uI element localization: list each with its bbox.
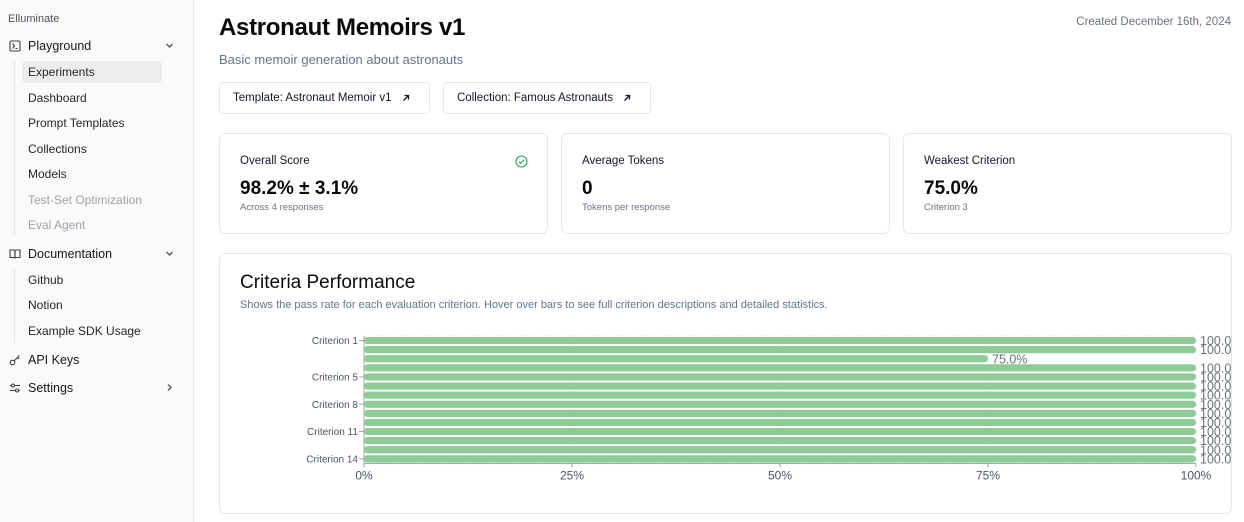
sidebar-item-example-sdk-usage[interactable]: Example SDK Usage xyxy=(28,324,141,338)
sidebar-item-api-keys[interactable]: API Keys xyxy=(8,349,184,371)
nav-group-label: Documentation xyxy=(28,247,113,261)
page-subtitle: Basic memoir generation about astronauts xyxy=(219,52,464,67)
collection-link-label: Collection: Famous Astronauts xyxy=(457,92,613,104)
sidebar: Elluminate Playground Experiments Dashbo… xyxy=(0,0,194,522)
card-label: Weakest Criterion xyxy=(924,155,1016,167)
chart-x-tick-label: 25% xyxy=(560,468,584,482)
chart-bar xyxy=(364,400,1196,408)
card-label: Overall Score xyxy=(240,155,310,167)
nav-group-label: API Keys xyxy=(28,353,80,367)
chart-data-label: 100.0% xyxy=(1200,398,1231,412)
sliders-icon xyxy=(9,382,21,394)
chart-bar xyxy=(364,355,988,363)
chart-bar xyxy=(364,364,1196,372)
sidebar-item-test-set-optimization: Test-Set Optimization xyxy=(28,193,143,207)
sidebar-item-experiments[interactable]: Experiments xyxy=(22,61,162,83)
sidebar-item-notion[interactable]: Notion xyxy=(28,298,63,312)
criteria-chart: Criterion 1 Criterion 5 Criterion 8 Criteri… xyxy=(306,334,1231,482)
weakest-criterion-card: Weakest Criterion 75.0% Criterion 3 xyxy=(903,133,1232,234)
chart-data-label: 100.0% xyxy=(1200,380,1231,394)
template-link-label: Template: Astronaut Memoir v1 xyxy=(233,92,392,104)
nav-subline xyxy=(14,60,15,236)
nav-subline xyxy=(14,268,15,343)
chart-data-label: 100.0% xyxy=(1200,452,1231,466)
chart-bar xyxy=(364,455,1196,463)
nav-group-documentation[interactable]: Documentation xyxy=(8,243,184,265)
card-subtext: Across 4 responses xyxy=(240,202,324,213)
external-link-icon xyxy=(622,93,632,103)
card-value: 0 xyxy=(582,178,593,199)
chart-x-tick-label: 0% xyxy=(355,468,373,482)
chart-x-tick-label: 75% xyxy=(976,468,1000,482)
check-circle-icon xyxy=(515,155,528,168)
collection-link-button[interactable]: Collection: Famous Astronauts xyxy=(443,82,651,114)
card-value: 98.2% ± 3.1% xyxy=(240,178,359,199)
sidebar-item-github[interactable]: Github xyxy=(28,273,64,287)
criteria-performance-panel: Criteria Performance Shows the pass rate… xyxy=(219,253,1232,514)
card-value: 75.0% xyxy=(924,178,978,199)
card-subtext: Criterion 3 xyxy=(924,202,968,213)
chart-bar xyxy=(364,346,1196,354)
panel-title: Criteria Performance xyxy=(240,272,416,293)
key-icon xyxy=(9,354,21,366)
sidebar-item-eval-agent: Eval Agent xyxy=(28,218,86,232)
chart-bar xyxy=(364,409,1196,417)
chart-bar xyxy=(364,427,1196,436)
chart-y-tick-label: Criterion 8 xyxy=(312,400,359,411)
app-name: Elluminate xyxy=(8,13,60,25)
chart-data-label: 100.0% xyxy=(1200,361,1231,375)
chart-data-label: 100.0% xyxy=(1200,389,1231,403)
chart-data-label: 100.0% xyxy=(1200,334,1231,348)
chart-y-tick-label: Criterion 14 xyxy=(306,454,358,465)
sidebar-item-dashboard[interactable]: Dashboard xyxy=(28,91,87,105)
template-link-button[interactable]: Template: Astronaut Memoir v1 xyxy=(219,82,430,114)
chart-bar xyxy=(364,418,1196,427)
panel-description: Shows the pass rate for each evaluation … xyxy=(240,299,828,311)
nav-group-settings[interactable]: Settings xyxy=(8,377,184,399)
sidebar-item-prompt-templates[interactable]: Prompt Templates xyxy=(28,116,125,130)
sidebar-item-models[interactable]: Models xyxy=(28,167,67,181)
nav-group-label: Playground xyxy=(28,39,92,53)
overall-score-card: Overall Score 98.2% ± 3.1% Across 4 resp… xyxy=(219,133,548,234)
chart-bar xyxy=(364,373,1196,381)
chart-data-label: 100.0% xyxy=(1200,443,1231,457)
chart-data-label: 100.0% xyxy=(1200,407,1231,421)
chart-data-label: 100.0% xyxy=(1200,425,1231,439)
page-title: Astronaut Memoirs v1 xyxy=(219,14,466,41)
chart-data-label: 100.0% xyxy=(1200,370,1231,384)
chart-x-tick-label: 50% xyxy=(768,468,792,482)
chart-bar xyxy=(364,336,1196,345)
chart-y-tick-label: Criterion 5 xyxy=(312,372,359,383)
chevron-down-icon[interactable] xyxy=(164,248,175,259)
chevron-right-icon[interactable] xyxy=(164,382,175,393)
chart-y-tick-label: Criterion 1 xyxy=(312,336,359,347)
nav-group-playground[interactable]: Playground xyxy=(8,35,184,57)
chart-data-label: 100.0% xyxy=(1200,434,1231,448)
nav-group-label: Settings xyxy=(28,381,74,395)
card-label: Average Tokens xyxy=(582,155,665,167)
chart-bar xyxy=(364,391,1196,399)
chart-y-tick-label: Criterion 11 xyxy=(307,427,358,438)
chart-bar xyxy=(364,382,1196,390)
chart-bar xyxy=(364,437,1196,445)
average-tokens-card: Average Tokens 0 Tokens per response xyxy=(561,133,890,234)
flask-icon xyxy=(9,40,21,52)
chart-data-label: 75.0% xyxy=(992,352,1027,366)
chart-bar xyxy=(364,446,1196,454)
card-subtext: Tokens per response xyxy=(582,202,671,213)
external-link-icon xyxy=(401,93,411,103)
created-date: Created December 16th, 2024 xyxy=(1076,16,1231,28)
chart-x-tick-label: 100% xyxy=(1181,468,1212,482)
chevron-down-icon[interactable] xyxy=(164,40,175,51)
chart-data-label: 100.0% xyxy=(1200,416,1231,430)
book-icon xyxy=(9,248,21,260)
chart-data-label: 100.0% xyxy=(1200,343,1231,357)
sidebar-item-collections[interactable]: Collections xyxy=(28,142,87,156)
